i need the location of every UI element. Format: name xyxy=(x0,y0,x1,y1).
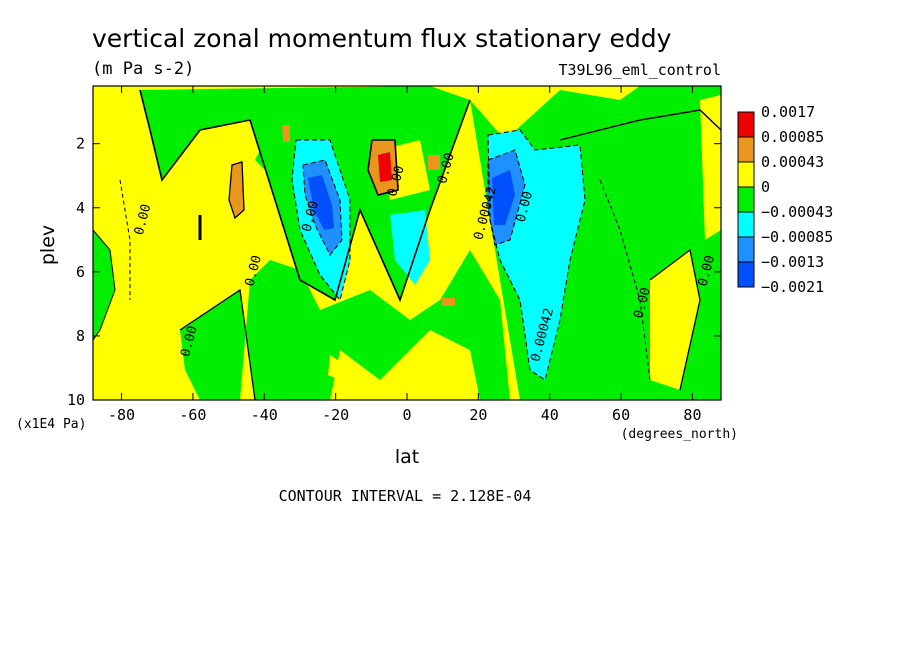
legend-level-label: −0.00043 xyxy=(761,203,833,221)
legend-level-label: −0.0021 xyxy=(761,278,824,296)
chart-title: vertical zonal momentum flux stationary … xyxy=(92,24,672,53)
fill-green-south xyxy=(180,250,510,400)
y-axis-units: (x1E4 Pa) xyxy=(16,417,86,432)
x-tick-label: 80 xyxy=(683,406,701,424)
contour-line xyxy=(559,109,721,141)
legend-level-label: −0.00085 xyxy=(761,228,833,246)
x-tick-label: -60 xyxy=(179,406,206,424)
fill-yellow-pockets xyxy=(328,95,721,390)
contour-line xyxy=(487,149,526,246)
y-tick-label: 6 xyxy=(76,263,85,281)
x-tick-label: -20 xyxy=(322,406,349,424)
x-axis-units: (degrees_north) xyxy=(621,427,738,442)
y-tick-label: 8 xyxy=(76,327,85,345)
fill-green-north xyxy=(560,110,721,400)
x-tick-label: 60 xyxy=(612,406,630,424)
legend-level-label: 0 xyxy=(761,178,770,196)
contour-line xyxy=(179,288,256,400)
contour-line xyxy=(119,179,131,300)
x-tick-label: 0 xyxy=(402,406,411,424)
legend-level-label: 0.00085 xyxy=(761,128,824,146)
fill-darkblue-north xyxy=(492,170,515,225)
x-axis: -80 -60 -40 -20 0 20 40 60 80 xyxy=(108,86,701,424)
x-tick-label: -80 xyxy=(108,406,135,424)
legend-swatch xyxy=(737,161,755,188)
plot-area: 0.000.000.000.000.00 0.000.00042 0.000.000… xyxy=(93,86,721,400)
contour-line xyxy=(139,89,471,303)
x-tick-label: 20 xyxy=(469,406,487,424)
contour-lines xyxy=(93,89,721,400)
contour-line xyxy=(93,229,116,341)
chart-units: (m Pa s-2) xyxy=(92,59,194,79)
contour-line xyxy=(649,248,701,391)
contour-line xyxy=(302,159,343,256)
contour-line xyxy=(291,139,351,302)
contour-interval-note: CONTOUR INTERVAL = 2.128E-04 xyxy=(279,487,532,505)
x-tick-label: 40 xyxy=(541,406,559,424)
fill-cyan-equator xyxy=(390,210,430,285)
contour-fills xyxy=(93,86,721,400)
legend-level-label: 0.00043 xyxy=(761,153,824,171)
color-legend: 0.0017 0.00085 0.00043 0 −0.00043 −0.00085 −0.… xyxy=(737,103,833,296)
legend-level-label: −0.0013 xyxy=(761,253,824,271)
legend-swatch xyxy=(737,136,755,163)
legend-swatch xyxy=(737,111,755,138)
legend-level-label: 0.0017 xyxy=(761,103,815,121)
legend-swatch xyxy=(737,186,755,213)
y-tick-label: 10 xyxy=(67,391,85,409)
legend-swatch xyxy=(737,236,755,263)
x-axis-label: lat xyxy=(395,446,419,468)
y-tick-label: 4 xyxy=(76,199,85,217)
y-axis-label: plev xyxy=(37,225,59,265)
legend-swatch xyxy=(737,261,755,288)
x-tick-label: -40 xyxy=(251,406,278,424)
contour-line xyxy=(228,161,245,220)
legend-swatch xyxy=(737,211,755,238)
y-axis: 2 4 6 8 10 xyxy=(67,135,721,409)
fill-orange-south xyxy=(229,162,244,218)
fill-darkblue-south xyxy=(308,175,334,230)
fill-red-max xyxy=(378,152,392,182)
dataset-label: T39L96_eml_control xyxy=(558,61,721,79)
contour-line xyxy=(487,129,586,381)
y-tick-label: 2 xyxy=(76,135,85,153)
contour-line xyxy=(367,139,399,196)
